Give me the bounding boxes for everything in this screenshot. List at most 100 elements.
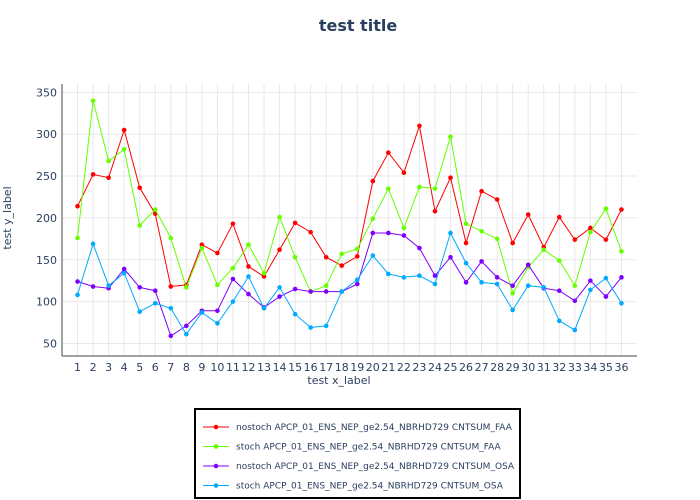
data-point [370,230,376,236]
legend-item-2: stoch APCP_01_ENS_NEP_ge2.54_NBRHD729 CN… [203,443,501,453]
data-point [230,299,236,304]
data-point [588,278,593,283]
data-point [292,254,298,260]
data-point [75,279,80,284]
data-point [401,170,407,176]
x-tick-label: 28 [490,361,504,374]
data-point [510,290,515,296]
data-point [199,242,205,247]
x-tick-label: 7 [167,361,174,374]
x-tick-label: 12 [241,361,255,374]
x-tick-label: 25 [444,361,458,374]
data-point [463,240,469,246]
x-tick-label: 14 [273,361,287,374]
data-point [137,285,143,290]
x-tick-label: 9 [198,361,205,374]
x-tick-label: 1 [74,361,81,374]
x-tick-label: 4 [121,361,128,374]
data-point [448,134,453,140]
data-point [339,251,345,257]
data-point [90,172,96,177]
y-tick-label: 50 [43,337,57,350]
data-point [603,206,609,212]
data-point [230,221,236,227]
data-point [152,300,158,306]
data-point [106,158,111,164]
series-line [77,100,622,295]
data-point [184,331,189,337]
data-point [184,323,189,329]
data-point [494,275,500,280]
y-tick-label: 250 [36,170,57,183]
x-tick-label: 6 [152,361,159,374]
data-point [230,276,236,282]
data-point [121,127,127,133]
data-point [261,305,267,311]
legend-swatch-marker [213,483,219,488]
data-point [603,294,609,299]
data-point [90,284,96,289]
x-tick-labels: 1 2 3 4 5 6 7 8 9 10 11 12 13 14 15 16 17 18 19 20 21 22 23 24 2… [74,361,628,374]
data-point [525,262,531,268]
data-point [152,207,158,212]
data-point [106,283,111,288]
x-tick-label: 11 [226,361,240,374]
data-point [121,270,127,276]
y-tick-label: 300 [36,128,57,141]
series-1 [75,123,624,289]
data-point [277,247,282,253]
data-point [168,284,174,289]
y-tick-label: 200 [36,212,57,225]
data-point [432,281,438,287]
data-point [525,212,531,217]
data-point [184,285,189,290]
y-axis-title: test y_label [1,186,14,249]
data-point [494,281,500,287]
data-point [137,309,143,314]
data-point [90,241,96,247]
data-point [137,185,143,191]
data-point [619,207,624,212]
x-tick-label: 18 [335,361,349,374]
data-point [323,323,329,329]
data-point [401,275,407,280]
legend-swatch-marker [213,444,219,449]
x-tick-label: 3 [105,361,112,374]
x-tick-label: 32 [552,361,566,374]
data-point [168,235,174,241]
data-point [308,289,313,294]
data-point [588,225,593,231]
x-tick-label: 31 [537,361,551,374]
x-tick-label: 15 [288,361,302,374]
x-tick-label: 16 [304,361,318,374]
data-point [261,270,267,276]
x-tick-label: 36 [614,361,628,374]
data-point [308,325,313,330]
x-axis-title: test x_label [307,374,370,387]
data-point [354,246,360,252]
data-point [121,266,127,272]
data-point [386,186,391,191]
data-point [215,321,220,326]
data-point [588,287,593,293]
x-tick-label: 27 [475,361,489,374]
data-point [448,230,453,236]
series [75,98,624,339]
data-point [370,178,376,184]
x-tick-label: 35 [599,361,613,374]
data-point [556,214,562,220]
data-point [339,289,345,294]
data-point [494,197,500,202]
data-point [308,229,313,235]
x-tick-label: 13 [257,361,271,374]
data-point [137,223,143,228]
data-point [168,305,174,311]
x-tick-label: 23 [412,361,426,374]
data-point [292,220,298,226]
data-point [246,242,251,247]
data-point [572,237,578,242]
x-tick-label: 24 [428,361,442,374]
x-tick-label: 2 [90,361,97,374]
data-point [572,327,578,333]
